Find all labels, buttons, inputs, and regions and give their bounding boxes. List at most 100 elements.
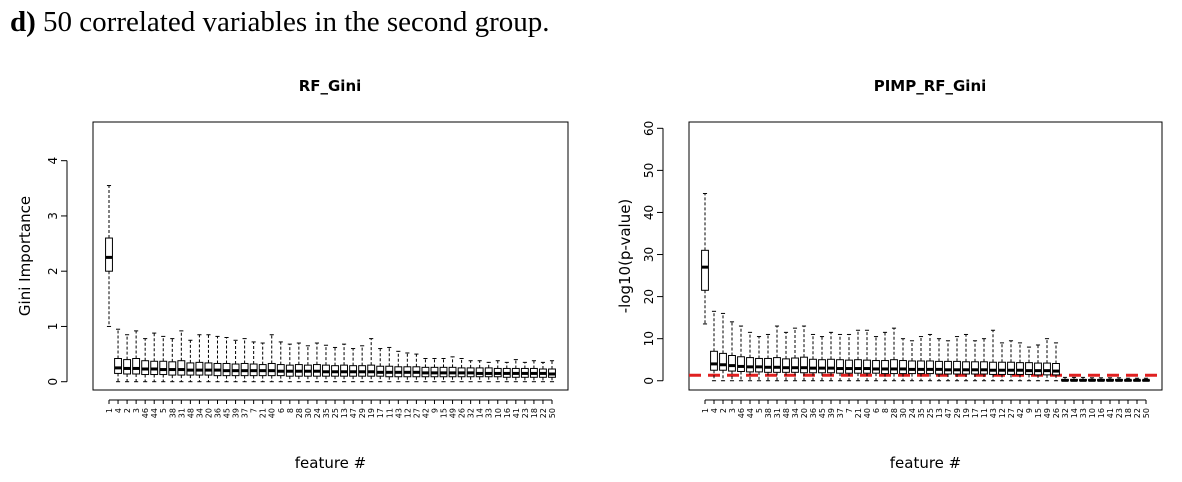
- box-34: [195, 334, 204, 383]
- x-tick-label: 1: [105, 408, 114, 413]
- x-tick-label: 6: [277, 408, 286, 413]
- box-19: [367, 338, 376, 383]
- iqr-box: [791, 357, 799, 373]
- x-tick-label: 23: [521, 408, 530, 418]
- iqr-box: [1016, 362, 1024, 375]
- x-tick-label: 4: [710, 408, 719, 413]
- x-tick-label: 43: [394, 408, 403, 418]
- x-tick-label: 30: [304, 408, 313, 418]
- x-tick-label: 5: [755, 408, 764, 413]
- y-tick-label: 60: [642, 121, 656, 136]
- box-48: [782, 331, 790, 382]
- box-29: [358, 345, 367, 383]
- y-tick-label: 4: [46, 157, 60, 165]
- x-tick-label: 29: [953, 408, 962, 418]
- x-tick-label: 8: [286, 408, 295, 413]
- iqr-box: [935, 360, 943, 375]
- box-2: [719, 312, 727, 382]
- box-18: [529, 360, 538, 383]
- box-47: [944, 340, 952, 382]
- iqr-box: [159, 360, 168, 376]
- y-axis-label: Gini Importance: [16, 196, 34, 316]
- x-tick-label: 45: [223, 408, 232, 418]
- x-tick-label: 37: [241, 408, 250, 418]
- x-tick-label: 50: [548, 408, 557, 418]
- box-30: [899, 338, 907, 382]
- x-tick-label: 11: [385, 408, 394, 418]
- x-tick-label: 34: [791, 408, 800, 418]
- iqr-box: [971, 361, 979, 375]
- x-tick-label: 14: [476, 408, 485, 418]
- right-chart-panel: PIMP_RF_Gini -log10(p-value) feature # 0 10 2…: [616, 77, 1163, 472]
- chart-title: PIMP_RF_Gini: [874, 77, 987, 95]
- box-6: [276, 341, 285, 383]
- x-tick-label: 25: [331, 408, 340, 418]
- box-19: [962, 333, 970, 382]
- x-tick-label: 43: [989, 408, 998, 418]
- x-tick-label: 13: [935, 408, 944, 418]
- box-7: [845, 333, 853, 382]
- iqr-box: [1043, 362, 1051, 376]
- box-35: [322, 344, 330, 383]
- box-23: [520, 361, 529, 383]
- x-tick-label: 46: [737, 408, 746, 418]
- plot-frame: [688, 121, 1163, 391]
- iqr-box: [719, 352, 727, 371]
- x-tick-label: 48: [782, 408, 791, 418]
- x-tick-label: 31: [177, 408, 186, 418]
- x-tick-label: 18: [530, 408, 539, 418]
- box-27: [412, 353, 421, 383]
- box-24: [313, 342, 321, 383]
- box-13: [340, 343, 348, 383]
- box-49: [1043, 338, 1051, 382]
- box-22: [539, 361, 547, 383]
- x-tick-label: 20: [204, 408, 213, 418]
- box-35: [917, 336, 925, 382]
- box-41: [511, 359, 520, 383]
- y-tick-label: 1: [46, 323, 60, 331]
- box-46: [737, 325, 745, 382]
- box-44: [150, 332, 159, 383]
- x-tick-label: 28: [890, 408, 899, 418]
- box-11: [385, 346, 394, 383]
- x-tick-label: 24: [313, 408, 322, 418]
- box-32: [466, 360, 475, 383]
- x-tick-label: 24: [908, 408, 917, 418]
- x-tick-label: 12: [403, 408, 412, 418]
- box-11: [980, 338, 988, 382]
- x-tick-label: 2: [123, 408, 132, 413]
- box-38: [764, 333, 772, 382]
- x-tick-label: 3: [132, 408, 141, 413]
- box-40: [267, 334, 276, 383]
- iqr-box: [890, 359, 898, 375]
- x-tick-label: 2: [719, 408, 728, 413]
- plot-frame: [92, 121, 569, 391]
- x-tick-label: 49: [1043, 408, 1052, 418]
- iqr-box: [1052, 362, 1060, 376]
- iqr-box: [710, 350, 718, 371]
- box-33: [484, 361, 493, 383]
- x-tick-label: 31: [773, 408, 782, 418]
- x-tick-label: 20: [800, 408, 809, 418]
- x-tick-label: 30: [899, 408, 908, 418]
- x-tick-label: 9: [1025, 408, 1034, 413]
- x-tick-label: 3: [728, 408, 737, 413]
- box-5: [159, 335, 168, 383]
- box-45: [222, 337, 231, 383]
- y-axis-label: -log10(p-value): [616, 199, 634, 314]
- x-tick-label: 8: [881, 408, 890, 413]
- iqr-box: [809, 358, 817, 374]
- box-8: [881, 331, 889, 382]
- x-tick-label: 27: [1007, 408, 1016, 418]
- box-30: [303, 345, 312, 383]
- iqr-box: [917, 360, 925, 375]
- y-tick-label: 0: [642, 377, 656, 385]
- y-tick-label: 2: [46, 267, 60, 275]
- x-tick-label: 35: [322, 408, 331, 418]
- x-tick-label: 28: [295, 408, 304, 418]
- box-43: [394, 350, 403, 383]
- iqr-box: [728, 355, 736, 372]
- box-28: [294, 342, 303, 383]
- iqr-box: [881, 360, 889, 375]
- x-tick-label: 41: [512, 408, 521, 418]
